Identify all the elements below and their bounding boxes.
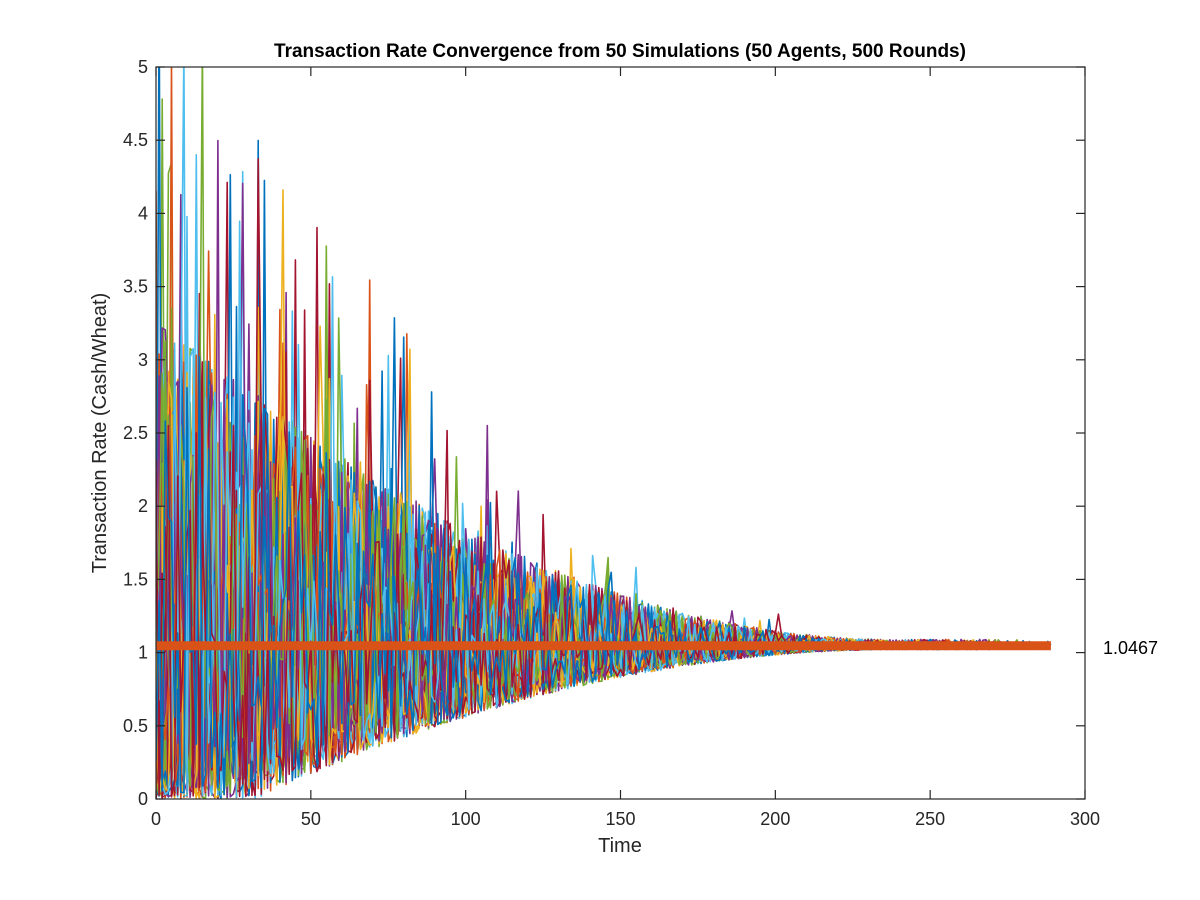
y-tick-label: 2 [138, 496, 148, 516]
x-tick-label: 200 [760, 809, 790, 829]
y-tick-label: 3.5 [123, 277, 148, 297]
y-tick-label: 0 [138, 789, 148, 809]
x-tick-label: 300 [1070, 809, 1100, 829]
y-tick-label: 2.5 [123, 423, 148, 443]
y-tick-label: 3 [138, 350, 148, 370]
x-tick-label: 50 [301, 809, 321, 829]
y-tick-label: 0.5 [123, 716, 148, 736]
y-tick-label: 5 [138, 57, 148, 77]
y-tick-label: 4.5 [123, 130, 148, 150]
y-tick-label: 1.5 [123, 569, 148, 589]
y-tick-label: 4 [138, 203, 148, 223]
ticks-layer: 0 50 100 150 200 250 300 0 0.5 1 1.5 2 2.5 3 3.5 4 4.5 5 [123, 57, 1100, 829]
x-tick-label: 100 [451, 809, 481, 829]
y-tick-label: 1 [138, 643, 148, 663]
x-tick-label: 250 [915, 809, 945, 829]
chart-title: Transaction Rate Convergence from 50 Sim… [274, 41, 966, 62]
mean-value-annotation: 1.0467 [1103, 638, 1158, 658]
y-axis-label: Transaction Rate (Cash/Wheat) [89, 293, 111, 573]
x-axis-label: Time [598, 835, 642, 857]
x-tick-label: 150 [605, 809, 635, 829]
x-tick-label: 0 [151, 809, 161, 829]
